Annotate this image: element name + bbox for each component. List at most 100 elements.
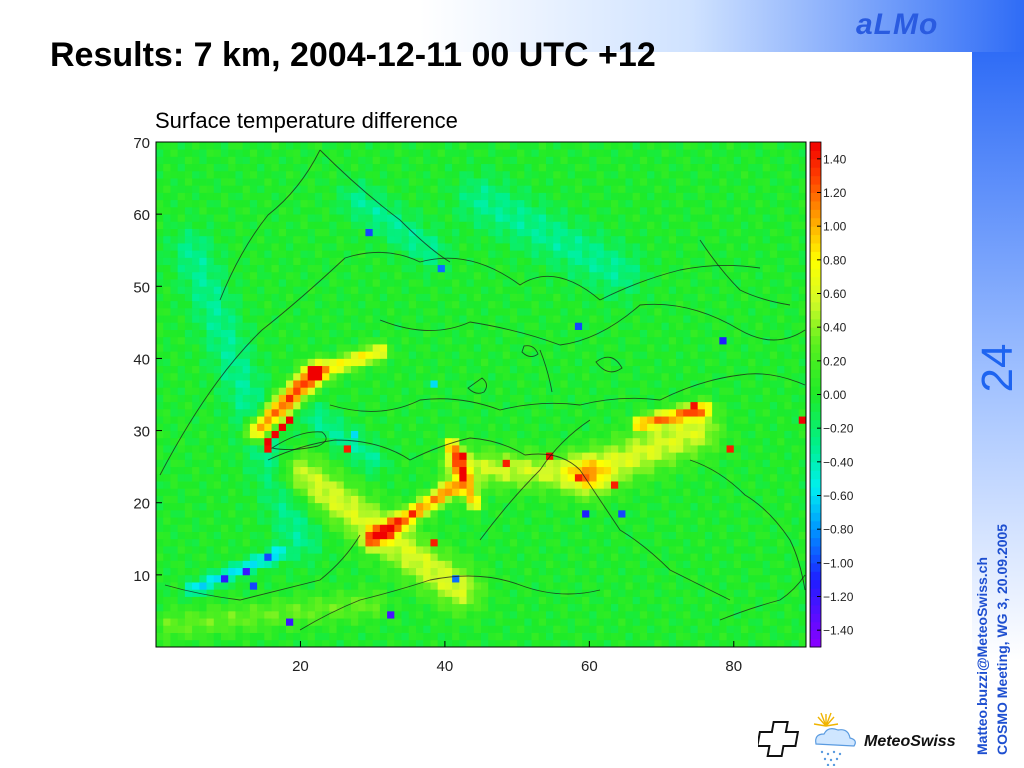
heatmap-cell	[560, 466, 569, 475]
heatmap-cell	[495, 502, 504, 511]
heatmap-cell	[574, 639, 583, 648]
heatmap-cell	[242, 603, 251, 612]
heatmap-cell	[531, 408, 540, 417]
heatmap-cell	[473, 257, 482, 266]
heatmap-cell	[199, 560, 207, 569]
heatmap-cell	[264, 574, 272, 583]
heatmap-cell	[560, 596, 569, 605]
heatmap-cell	[264, 437, 272, 446]
heatmap-cell	[618, 430, 626, 439]
heatmap-cell	[221, 632, 229, 641]
heatmap-cell	[444, 307, 453, 316]
heatmap-cell	[524, 582, 532, 590]
heatmap-cell	[596, 625, 605, 633]
heatmap-cell	[322, 596, 330, 605]
heatmap-cell	[293, 459, 301, 468]
heatmap-cell	[639, 322, 648, 330]
heatmap-cell	[683, 408, 691, 417]
heatmap-cell	[473, 293, 482, 302]
heatmap-cell	[473, 488, 482, 496]
heatmap-cell	[372, 293, 381, 302]
heatmap-cell	[221, 495, 229, 504]
heatmap-cell	[632, 531, 641, 540]
heatmap-cell	[726, 560, 735, 569]
heatmap-cell	[509, 632, 518, 641]
heatmap-cell	[697, 459, 706, 468]
heatmap-cell	[437, 452, 446, 460]
heatmap-cell	[611, 473, 619, 482]
heatmap-cell	[235, 567, 244, 576]
heatmap-cell	[618, 351, 626, 359]
heatmap-cell	[531, 574, 540, 583]
heatmap-cell	[170, 639, 179, 648]
heatmap-cell	[625, 502, 634, 511]
heatmap-cell	[423, 336, 431, 345]
heatmap-cell	[625, 603, 634, 612]
heatmap-cell	[719, 408, 727, 417]
heatmap-cell	[777, 380, 785, 388]
heatmap-cell	[488, 380, 496, 388]
heatmap-cell	[690, 372, 699, 381]
heatmap-cell	[683, 387, 691, 395]
heatmap-cell	[668, 589, 677, 597]
heatmap-cell	[163, 351, 171, 359]
heatmap-cell	[271, 351, 280, 359]
heatmap-cell	[322, 610, 330, 619]
heatmap-cell	[538, 625, 547, 633]
heatmap-cell	[336, 408, 345, 417]
heatmap-cell	[639, 610, 648, 619]
heatmap-cell	[408, 315, 417, 323]
heatmap-cell	[495, 286, 504, 294]
heatmap-cell	[574, 257, 583, 266]
heatmap-cell	[228, 495, 236, 504]
heatmap-cell	[531, 639, 540, 648]
heatmap-cell	[784, 416, 792, 424]
heatmap-cell	[589, 250, 597, 258]
heatmap-cell	[249, 509, 258, 518]
heatmap-cell	[278, 279, 287, 287]
heatmap-cell	[300, 264, 309, 273]
heatmap-cell	[351, 408, 359, 417]
heatmap-cell	[394, 307, 402, 316]
heatmap-cell	[769, 517, 778, 525]
heatmap-cell	[697, 517, 706, 525]
heatmap-cell	[329, 531, 337, 540]
heatmap-cell	[618, 264, 626, 273]
heatmap-cell	[596, 380, 605, 388]
heatmap-cell	[473, 538, 482, 547]
heatmap-cell	[184, 279, 193, 287]
heatmap-cell	[387, 437, 395, 446]
heatmap-cell	[719, 293, 727, 302]
heatmap-cell	[213, 445, 222, 453]
heatmap-cell	[199, 358, 207, 367]
heatmap-cell	[488, 574, 496, 583]
heatmap-cell	[184, 416, 193, 424]
heatmap-cell	[697, 416, 706, 424]
heatmap-cell	[278, 372, 287, 381]
heatmap-cell	[524, 307, 532, 316]
heatmap-cell	[452, 553, 460, 561]
heatmap-cell	[206, 509, 215, 518]
heatmap-cell	[372, 344, 381, 352]
heatmap-cell	[351, 365, 359, 374]
heatmap-cell	[748, 401, 756, 410]
heatmap-cell	[639, 437, 648, 446]
heatmap-cell	[762, 401, 771, 410]
heatmap-cell	[741, 445, 749, 453]
heatmap-cell	[235, 365, 244, 374]
heatmap-cell	[647, 582, 655, 590]
heatmap-cell	[481, 502, 489, 511]
heatmap-cell	[343, 531, 352, 540]
heatmap-cell	[199, 618, 207, 626]
heatmap-cell	[712, 365, 720, 374]
heatmap-cell	[798, 430, 807, 439]
heatmap-cell	[495, 380, 504, 388]
heatmap-cell	[603, 560, 612, 569]
heatmap-cell	[748, 336, 756, 345]
heatmap-cell	[430, 546, 439, 554]
heatmap-cell	[509, 437, 518, 446]
heatmap-cell	[697, 524, 706, 532]
heatmap-cell	[481, 257, 489, 266]
heatmap-cell	[524, 336, 532, 345]
heatmap-cell	[466, 452, 475, 460]
